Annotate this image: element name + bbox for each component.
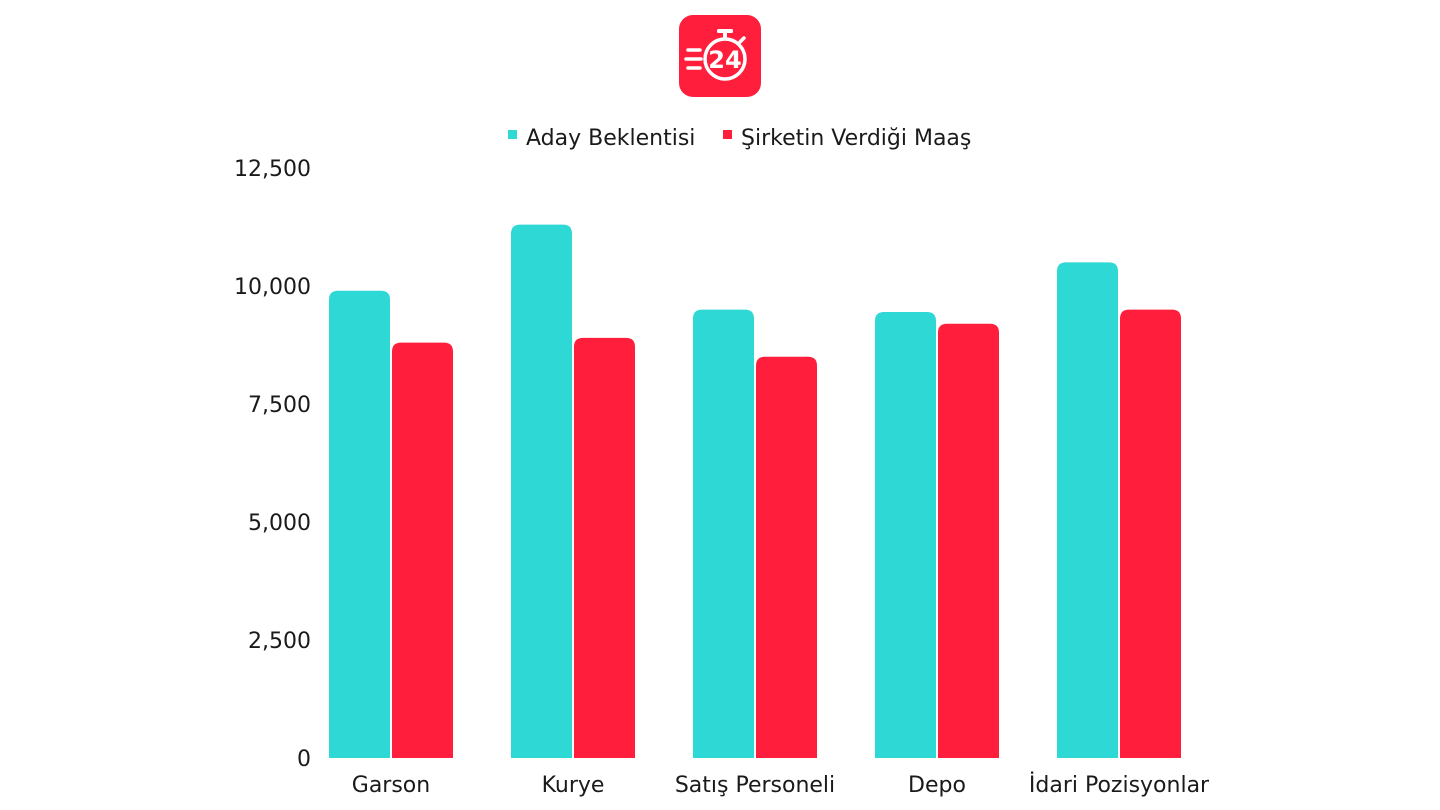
bar-sirketin-verdigi-maas-3: [938, 323, 999, 758]
stopwatch-crown: [717, 29, 733, 33]
bars: [329, 224, 1181, 758]
legend-label: Aday Beklentisi: [526, 126, 695, 151]
legend: Aday Beklentisi Şirketin Verdiği Maaş: [508, 126, 971, 151]
stopwatch-ring: [703, 37, 747, 81]
x-category-label: Garson: [352, 773, 430, 798]
y-tick-label: 12,500: [234, 157, 311, 182]
logo-stopwatch-24-icon: 24: [679, 15, 761, 97]
bar-sirketin-verdigi-maas-0: [392, 342, 453, 758]
bar-aday-beklentisi-4: [1057, 262, 1118, 758]
y-axis: 0 2,500 5,000 7,500 10,000 12,500: [234, 157, 311, 772]
x-category-label: Kurye: [542, 773, 605, 798]
y-tick-label: 5,000: [248, 511, 311, 536]
bar-aday-beklentisi-0: [329, 290, 390, 758]
legend-label: Şirketin Verdiği Maaş: [741, 126, 971, 151]
y-tick-label: 7,500: [248, 393, 311, 418]
bar-sirketin-verdigi-maas-2: [756, 356, 817, 758]
logo-background: [679, 15, 761, 97]
legend-swatch: [723, 130, 732, 139]
x-axis: Garson Kurye Satış Personeli Depo İdari Pozi…: [352, 772, 1210, 798]
bar-aday-beklentisi-3: [875, 311, 936, 758]
bar-sirketin-verdigi-maas-1: [574, 337, 635, 758]
logo-text: 24: [708, 46, 741, 74]
x-category-label: Satış Personeli: [675, 773, 835, 798]
bar-aday-beklentisi-1: [511, 224, 572, 758]
x-category-label: Depo: [908, 773, 966, 798]
bar-aday-beklentisi-2: [693, 309, 754, 758]
stopwatch-stem: [723, 32, 727, 38]
y-tick-label: 0: [297, 747, 311, 772]
y-tick-label: 10,000: [234, 275, 311, 300]
legend-swatch: [508, 130, 517, 139]
x-category-label: İdari Pozisyonlar: [1029, 772, 1210, 798]
y-tick-label: 2,500: [248, 629, 311, 654]
bar-sirketin-verdigi-maas-4: [1120, 309, 1181, 758]
stopwatch-button: [738, 36, 746, 44]
